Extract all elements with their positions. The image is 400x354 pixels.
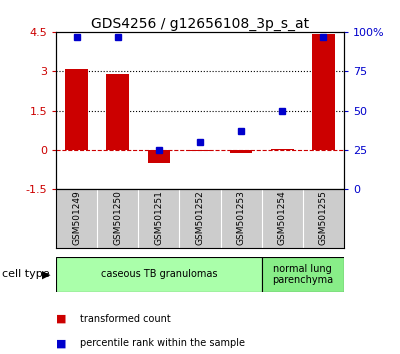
Bar [56,257,262,292]
Text: normal lung
parenchyma: normal lung parenchyma [272,263,334,285]
Text: cell type: cell type [2,269,50,279]
Text: GSM501249: GSM501249 [72,190,81,245]
Text: GSM501254: GSM501254 [278,190,287,245]
Bar [189,150,211,151]
Bar [262,257,344,292]
Bar [106,74,129,150]
Bar [230,150,252,153]
Text: ▶: ▶ [42,269,50,279]
Bar [148,150,170,163]
Text: GSM501251: GSM501251 [154,190,163,245]
Text: GSM501255: GSM501255 [319,190,328,245]
Text: transformed count: transformed count [80,314,171,324]
Bar [271,149,294,150]
Text: ■: ■ [56,338,66,348]
Bar [65,69,88,150]
Bar [312,34,335,150]
Text: GSM501253: GSM501253 [237,190,246,245]
Text: GSM501252: GSM501252 [196,190,204,245]
Text: caseous TB granulomas: caseous TB granulomas [101,269,217,279]
Text: percentile rank within the sample: percentile rank within the sample [80,338,245,348]
Text: GSM501250: GSM501250 [113,190,122,245]
Title: GDS4256 / g12656108_3p_s_at: GDS4256 / g12656108_3p_s_at [91,17,309,31]
Text: ■: ■ [56,314,66,324]
